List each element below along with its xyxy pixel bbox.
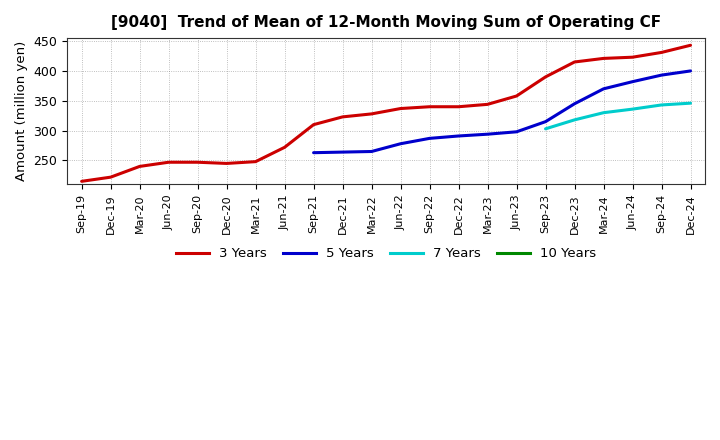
Y-axis label: Amount (million yen): Amount (million yen) xyxy=(15,41,28,181)
Title: [9040]  Trend of Mean of 12-Month Moving Sum of Operating CF: [9040] Trend of Mean of 12-Month Moving … xyxy=(111,15,661,30)
Legend: 3 Years, 5 Years, 7 Years, 10 Years: 3 Years, 5 Years, 7 Years, 10 Years xyxy=(170,242,602,265)
